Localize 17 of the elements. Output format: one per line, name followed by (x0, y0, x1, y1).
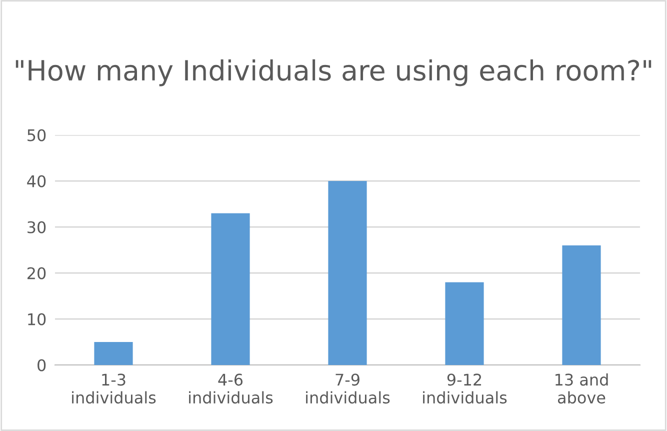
bar (562, 245, 601, 365)
y-tick-label: 50 (28, 129, 46, 142)
y-tick-label: 40 (27, 175, 46, 188)
x-tick-label: 9-12 individuals (423, 374, 507, 404)
x-tick-label: 13 and above (556, 373, 608, 404)
y-tick-label: 0 (38, 359, 46, 372)
bar (328, 181, 367, 365)
x-tick-label: 1-3 individuals (72, 374, 156, 404)
y-tick-label: 20 (28, 267, 46, 280)
x-tick-label: 4-6 individuals (189, 374, 273, 404)
x-tick-label: 7-9 individuals (306, 374, 390, 404)
bar (94, 342, 133, 365)
y-tick-label: 30 (28, 221, 46, 234)
bar (211, 213, 250, 365)
chart-title: "How many Individuals are using each room?" (16, 59, 652, 86)
bar (445, 282, 484, 365)
y-tick-label: 10 (28, 313, 46, 326)
